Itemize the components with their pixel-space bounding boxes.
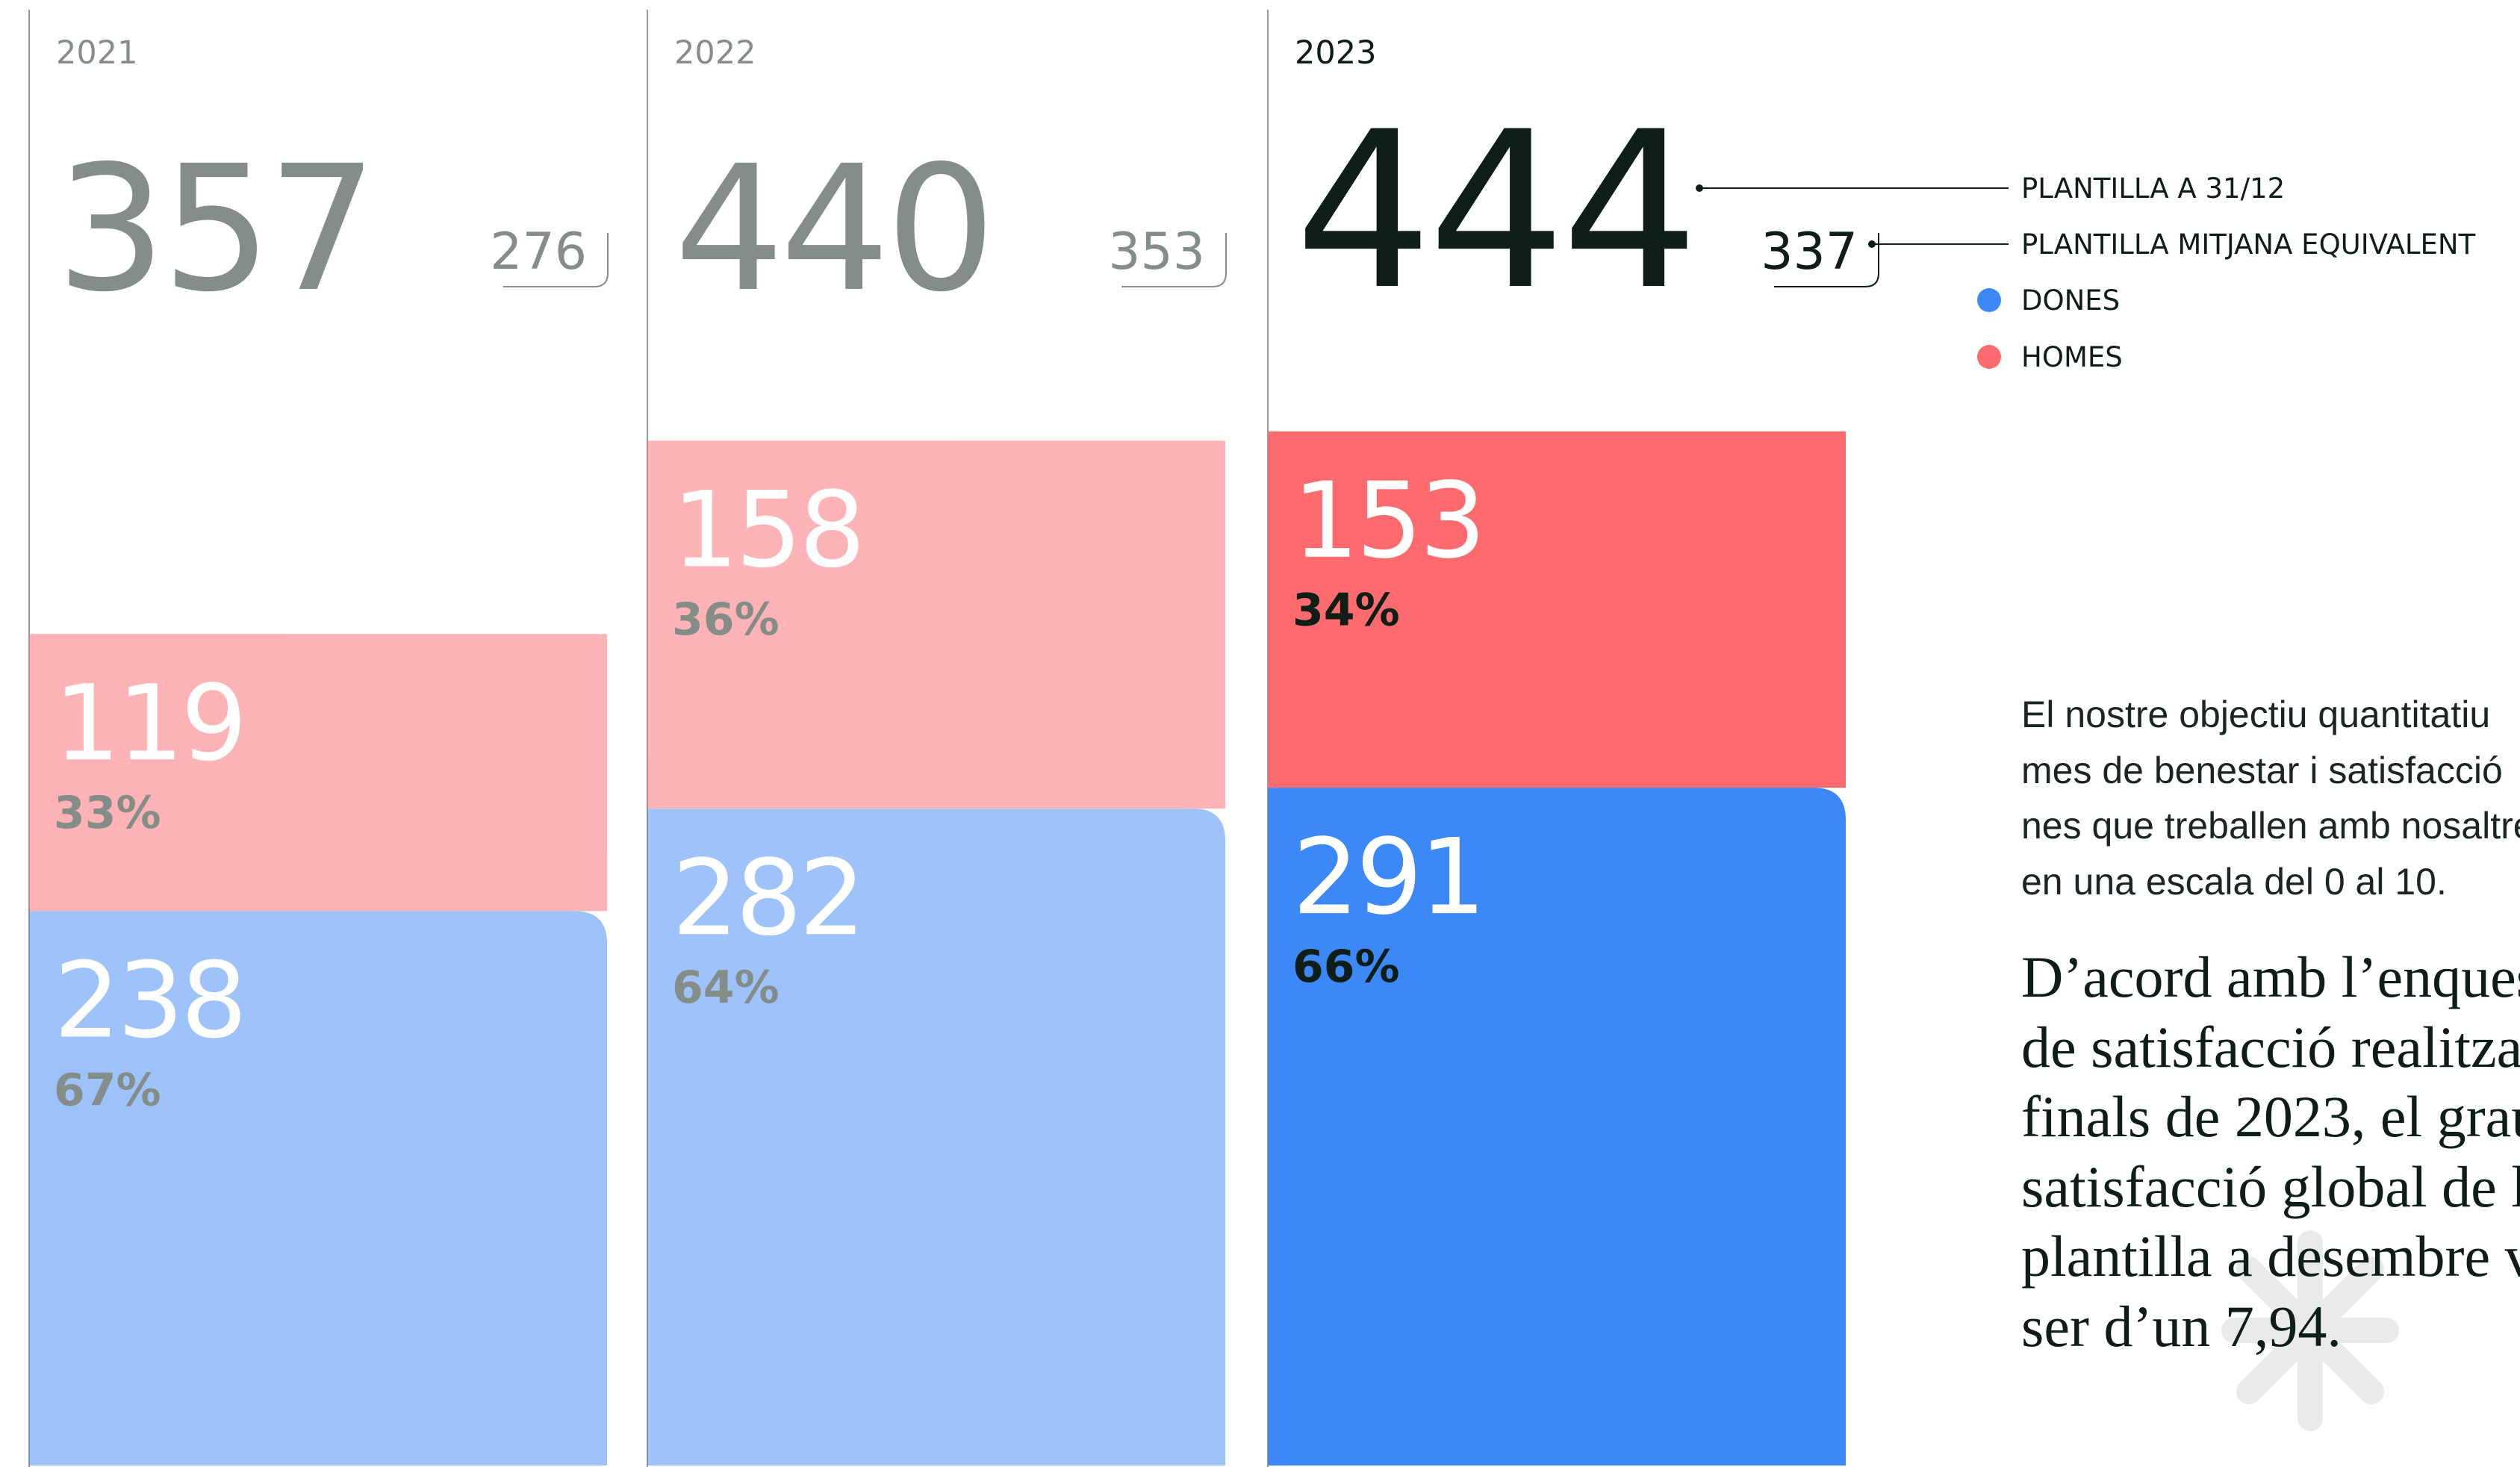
segment-percent: 34%: [1292, 585, 1400, 637]
legend-label: DONES: [2021, 284, 2120, 317]
segment-percent: 66%: [1292, 941, 1400, 993]
statement-paragraph: D’acord amb l’enquestade satisfacció rea…: [2021, 942, 2520, 1361]
average-value: 337: [1761, 222, 1858, 281]
average-value: 276: [490, 222, 587, 281]
legend-label: HOMES: [2021, 341, 2123, 373]
text-line: de satisfacció realitzada a: [2021, 1012, 2520, 1083]
text-line: plantilla a desembre va: [2021, 1221, 2520, 1292]
average-value: 353: [1108, 222, 1205, 281]
total-value: 440: [674, 128, 992, 330]
segment-percent: 36%: [672, 594, 780, 646]
legend-label: PLANTILLA A 31/12: [2021, 172, 2285, 205]
segment-value: 282: [672, 838, 862, 959]
segment-percent: 33%: [54, 787, 161, 839]
total-value: 444: [1295, 86, 1695, 337]
text-line: mes de benestar i satisfacció: [2021, 743, 2520, 799]
segment-percent: 67%: [54, 1064, 161, 1116]
legend-swatch: [1977, 288, 2001, 312]
year-label: 2023: [1295, 34, 1376, 72]
segment-percent: 64%: [672, 962, 780, 1014]
segment-value: 119: [54, 663, 244, 785]
text-line: nes que treballen amb nosaltres: [2021, 798, 2520, 854]
text-line: D’acord amb l’enquesta: [2021, 942, 2520, 1012]
text-line: El nostre objectiu quantitatiu: [2021, 687, 2520, 743]
segment-value: 238: [54, 940, 244, 1062]
segment-value: 158: [672, 470, 862, 591]
text-line: en una escala del 0 al 10.: [2021, 854, 2520, 910]
text-line: satisfacció global de la: [2021, 1152, 2520, 1222]
year-label: 2021: [56, 34, 137, 72]
segment-value: 291: [1292, 817, 1483, 938]
segment-value: 153: [1292, 461, 1483, 582]
legend-swatch: [1977, 345, 2001, 369]
legend-label: PLANTILLA MITJANA EQUIVALENT: [2021, 228, 2476, 261]
page: {"chart_data": {"type": "stacked-bar", "…: [0, 0, 2520, 1467]
year-label: 2022: [674, 34, 756, 72]
text-line: finals de 2023, el grau de: [2021, 1082, 2520, 1152]
total-value: 357: [56, 128, 373, 330]
text-line: ser d’un 7,94.: [2021, 1292, 2520, 1362]
